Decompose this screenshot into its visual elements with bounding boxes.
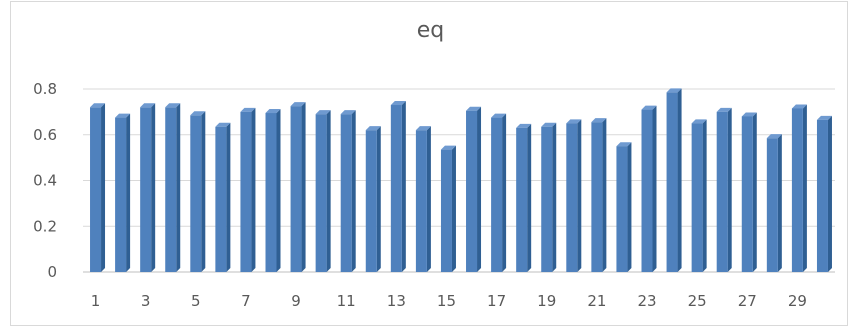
bar: [390, 101, 406, 272]
bar: [666, 88, 682, 273]
x-axis-ticks: 1 3 5 7 9 11 13 15 17 19 21 23 25 27 29: [91, 292, 807, 310]
x-tick-label: 1: [91, 292, 101, 310]
bar: [566, 119, 582, 272]
x-tick-label: 9: [291, 292, 301, 310]
bar: [415, 126, 431, 272]
y-tick-label: 0.4: [33, 172, 57, 190]
x-tick-label: 7: [241, 292, 251, 310]
bars: [90, 88, 832, 273]
y-axis-ticks: 0 0.2 0.4 0.6 0.8: [33, 80, 57, 281]
bar: [516, 123, 532, 272]
gridlines: [83, 88, 835, 273]
x-tick-label: 3: [141, 292, 151, 310]
x-tick-label: 27: [738, 292, 757, 310]
y-tick-label: 0: [47, 263, 57, 281]
x-tick-label: 29: [788, 292, 807, 310]
bar: [165, 103, 181, 272]
chart-title: eq: [416, 18, 445, 43]
y-tick-label: 0.2: [33, 217, 57, 235]
bar: [641, 105, 657, 273]
bar: [115, 113, 131, 272]
x-tick-label: 5: [191, 292, 201, 310]
bar: [290, 102, 306, 272]
x-tick-label: 13: [387, 292, 406, 310]
bar: [365, 126, 381, 272]
x-tick-label: 25: [688, 292, 707, 310]
bar: [616, 142, 632, 272]
x-tick-label: 19: [537, 292, 556, 310]
bar: [791, 104, 807, 272]
y-tick-label: 0.8: [33, 80, 57, 98]
bar: [766, 134, 782, 272]
bar: [315, 110, 331, 272]
bar: [491, 113, 507, 272]
x-tick-label: 15: [437, 292, 456, 310]
bar: [240, 107, 256, 272]
bar: [466, 106, 482, 272]
bar: [741, 112, 757, 272]
bar: [541, 122, 557, 273]
y-tick-label: 0.6: [33, 126, 57, 144]
bar: [265, 109, 281, 272]
x-tick-label: 11: [337, 292, 356, 310]
bar: [591, 118, 607, 272]
bar: [691, 119, 707, 272]
bar: [716, 107, 732, 272]
bar: [190, 111, 206, 273]
bar: [90, 103, 106, 272]
x-tick-label: 23: [637, 292, 656, 310]
bar: [440, 145, 456, 272]
x-tick-label: 21: [587, 292, 606, 310]
x-tick-label: 17: [487, 292, 506, 310]
bar: [340, 110, 356, 272]
bar: [215, 122, 231, 273]
bar: [140, 103, 156, 272]
bar: [816, 115, 832, 272]
